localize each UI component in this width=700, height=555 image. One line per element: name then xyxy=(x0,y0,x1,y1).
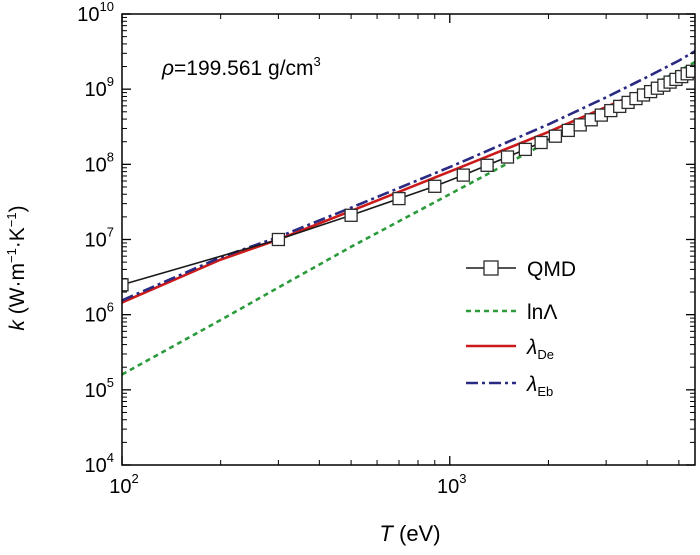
qmd-marker-6 xyxy=(480,158,494,172)
y-tick-label-3: 107 xyxy=(85,225,114,252)
x-axis-label: T (eV) xyxy=(379,521,440,546)
series-line-QMD xyxy=(122,70,693,286)
legend-label-λDe: λDe xyxy=(526,336,554,362)
plot-frame xyxy=(121,13,696,466)
qmd-marker-4 xyxy=(428,179,442,193)
y-axis-label: k (W·m−1·K−1) xyxy=(4,205,29,330)
density-annotation: ρ=199.561 g/cm3 xyxy=(161,54,321,80)
legend-label-λEb: λEb xyxy=(526,373,553,399)
qmd-marker-12 xyxy=(573,118,587,132)
legend: QMD lnΛ λDe λEb xyxy=(466,258,576,399)
y-tick-label-5: 109 xyxy=(85,74,114,101)
qmd-marker-8 xyxy=(518,142,532,157)
x-tick-label-0: 102 xyxy=(109,471,138,498)
x-tick-label-1: 103 xyxy=(437,471,466,498)
qmd-marker-3 xyxy=(392,191,406,206)
legend-label-lnΛ: lnΛ xyxy=(527,301,557,324)
axes-layer: 104 105 106 107 108 109 1010 102 103 xyxy=(77,0,696,498)
qmd-marker-10 xyxy=(548,129,563,143)
y-tick-label-2: 106 xyxy=(85,300,114,327)
y-tick-label-1: 105 xyxy=(85,375,114,402)
y-tick-label-4: 108 xyxy=(85,149,114,176)
series-group xyxy=(122,50,695,376)
qmd-marker-9 xyxy=(534,135,548,150)
legend-marker-qmd xyxy=(483,260,499,276)
qmd-marker-5 xyxy=(456,168,470,182)
qmd-marker-7 xyxy=(500,150,515,164)
plot-layer xyxy=(122,50,695,376)
qmd-marker-11 xyxy=(561,123,575,138)
qmd-marker-0 xyxy=(122,278,129,292)
y-tick-label-6: 1010 xyxy=(77,0,114,26)
series-line-λEb xyxy=(122,50,695,302)
qmd-marker-2 xyxy=(344,208,358,222)
legend-label-QMD: QMD xyxy=(527,258,576,281)
qmd-marker-1 xyxy=(271,232,286,247)
y-tick-label-0: 104 xyxy=(85,450,114,477)
qmd-marker-27 xyxy=(685,64,695,78)
